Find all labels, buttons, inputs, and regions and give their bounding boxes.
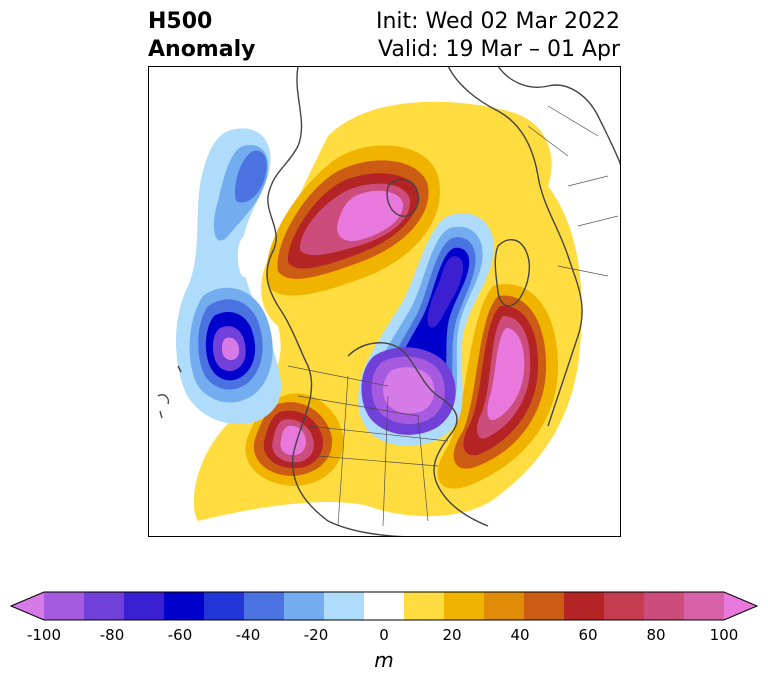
colorbar	[10, 591, 758, 621]
map-dates: Init: Wed 02 Mar 2022 Valid: 19 Mar – 01…	[376, 8, 620, 64]
colorbar-bin	[164, 592, 205, 620]
colorbar-tick-label: 60	[578, 626, 598, 644]
colorbar-extend-high	[724, 592, 757, 620]
colorbar-bin	[284, 592, 325, 620]
colorbar-bin	[324, 592, 365, 620]
colorbar-bin	[404, 592, 445, 620]
colorbar-tick-label: -80	[99, 626, 125, 644]
colorbar-tick-label: 80	[646, 626, 666, 644]
colorbar-bin	[684, 592, 725, 620]
colorbar-tick-label: -60	[167, 626, 193, 644]
colorbar-bin	[604, 592, 645, 620]
anomaly-map	[148, 66, 621, 537]
colorbar-bin	[244, 592, 285, 620]
colorbar-bin	[484, 592, 525, 620]
title-variable: H500	[148, 9, 213, 34]
colorbar-bin	[204, 592, 245, 620]
colorbar-bin	[524, 592, 565, 620]
colorbar-extend-low	[11, 592, 44, 620]
colorbar-bin	[124, 592, 165, 620]
init-date: Init: Wed 02 Mar 2022	[375, 9, 620, 34]
colorbar-bin	[84, 592, 125, 620]
coastlines	[157, 66, 621, 537]
colorbar-tick-label: 40	[510, 626, 530, 644]
title-type: Anomaly	[148, 37, 256, 62]
colorbar-tick-label: 100	[709, 626, 739, 644]
colorbar-tick-label: 0	[379, 626, 389, 644]
colorbar-bin	[364, 592, 405, 620]
valid-range: Valid: 19 Mar – 01 Apr	[378, 37, 620, 62]
colorbar-tick-label: 20	[442, 626, 462, 644]
colorbar-tick-label: -20	[303, 626, 329, 644]
colorbar-bin	[444, 592, 485, 620]
colorbar-bin	[644, 592, 685, 620]
map-title: H500 Anomaly	[148, 8, 255, 64]
colorbar-tick-label: -40	[235, 626, 261, 644]
colorbar-bin	[44, 592, 85, 620]
colorbar-tick-label: -100	[26, 626, 62, 644]
colorbar-bin	[564, 592, 605, 620]
colorbar-unit: m	[374, 648, 394, 672]
